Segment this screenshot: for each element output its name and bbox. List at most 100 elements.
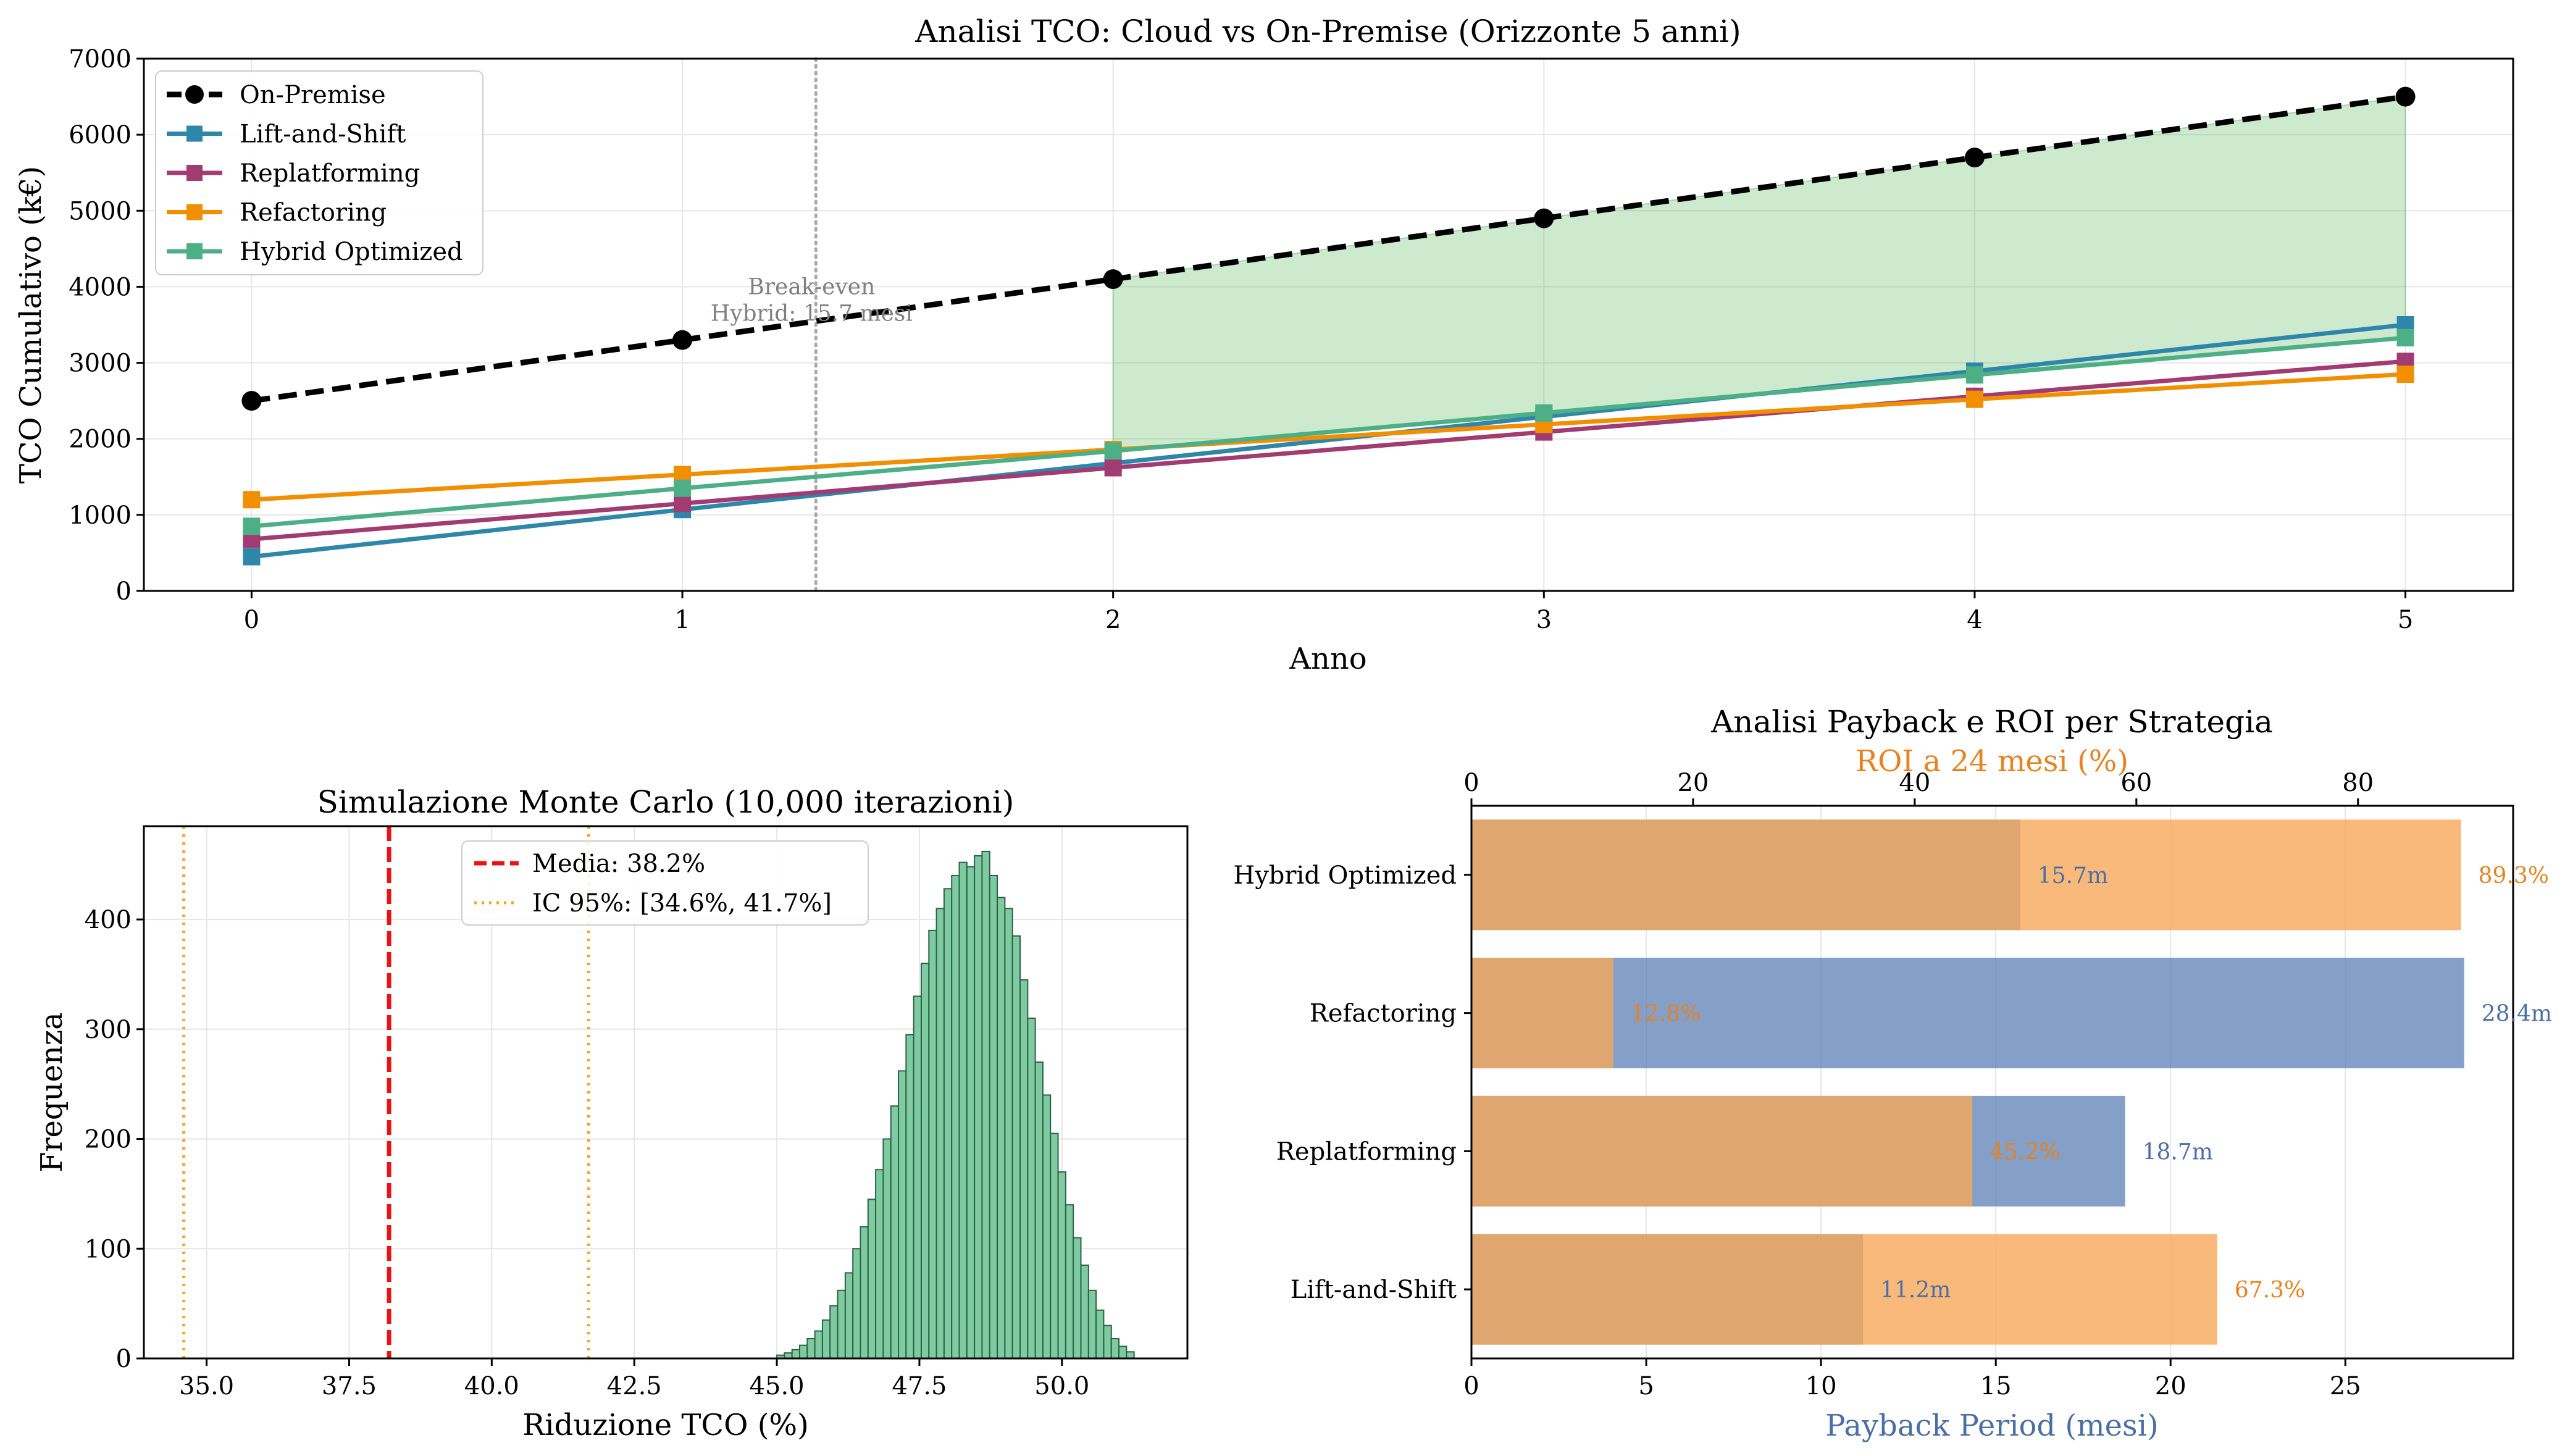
histogram-bar — [943, 888, 953, 1360]
series-line — [251, 322, 2406, 559]
roi-value-label: 45.2% — [1990, 1139, 2060, 1165]
histogram-bar — [935, 908, 945, 1359]
histogram-bar — [1004, 908, 1013, 1359]
data-point — [243, 491, 261, 509]
x-tick-label: 4 — [1967, 606, 1982, 634]
x-tick-label: 3 — [1536, 606, 1552, 634]
x-tick-label: 15 — [1980, 1372, 2012, 1400]
y-tick-label: 3000 — [69, 349, 132, 378]
legend-swatch-marker — [186, 243, 203, 259]
data-point — [1103, 269, 1123, 290]
roi-top-axis-label: ROI a 24 mesi (%) — [1856, 744, 2128, 779]
histogram-legend-box — [461, 840, 869, 926]
histogram-bar — [867, 1199, 877, 1360]
tco-x-axis-label: Anno — [1289, 642, 1366, 676]
tco-series — [241, 86, 2416, 566]
top-tick-label: 0 — [1463, 769, 1479, 797]
histogram-bar — [966, 866, 976, 1360]
break-even-annotation-line1: Break-even — [748, 274, 875, 299]
roi-value-label: 89.3% — [2479, 863, 2549, 889]
histogram-bar — [1110, 1338, 1120, 1360]
x-tick-label: 0 — [1463, 1372, 1479, 1400]
histogram-legend: Media: 38.2% IC 95%: [34.6%, 41.7%] — [461, 840, 869, 926]
y-tick-label: 2000 — [69, 425, 132, 454]
legend-label: Refactoring — [240, 199, 387, 227]
histogram-bar — [1057, 1171, 1066, 1360]
tco-plot-frame — [143, 57, 2514, 592]
tco-chart-title: Analisi TCO: Cloud vs On-Premise (Orizzo… — [914, 14, 1741, 49]
x-tick-label: 45.0 — [750, 1372, 805, 1400]
data-point — [2396, 328, 2414, 346]
roi-bar — [1471, 958, 1613, 1069]
data-point — [1535, 404, 1553, 422]
legend-swatch-marker — [185, 85, 204, 104]
histogram-bar — [890, 1105, 900, 1360]
histogram-bar — [806, 1338, 816, 1360]
data-point — [243, 517, 261, 535]
category-label: Lift-and-Shift — [1291, 1276, 1457, 1304]
y-tick-label: 0 — [116, 1345, 132, 1373]
x-tick-label: 2 — [1105, 606, 1121, 634]
histogram-bar — [1087, 1289, 1097, 1359]
histogram-bar — [875, 1169, 884, 1359]
histogram-bar — [1095, 1309, 1105, 1359]
tco-line-chart: 0 1 2 3 4 5 0 1000 2000 3000 4000 5000 6000 7000 Anal… — [14, 14, 2514, 676]
data-point — [1104, 442, 1122, 460]
tco-y-axis-label: TCO Cumulativo (k€) — [14, 166, 48, 483]
histogram-bar — [1118, 1345, 1128, 1359]
data-point — [674, 495, 692, 513]
histogram-bar — [997, 897, 1006, 1359]
histogram-bar — [958, 861, 968, 1359]
monte-carlo-histogram: 35.0 37.5 40.0 42.5 45.0 47.5 50.0 0 100 200 300 40… — [35, 784, 1189, 1442]
histogram-bar — [860, 1226, 869, 1360]
series-line — [251, 94, 2406, 404]
x-tick-label: 5 — [2398, 606, 2413, 634]
data-point — [2395, 86, 2416, 107]
x-tick-label: 5 — [1638, 1372, 1654, 1400]
payback-x-axis-label: Payback Period (mesi) — [1825, 1408, 2159, 1443]
histogram-bar — [1034, 1061, 1044, 1359]
category-label: Hybrid Optimized — [1233, 861, 1457, 890]
data-point — [243, 548, 261, 566]
payback-value-label: 18.7m — [2143, 1139, 2213, 1165]
histogram-bar — [913, 995, 922, 1359]
tco-legend-box — [155, 70, 483, 275]
category-label: Replatforming — [1276, 1137, 1457, 1166]
histogram-bar — [989, 874, 998, 1359]
payback-roi-bars — [1471, 819, 2464, 1345]
histogram-bar — [1103, 1324, 1112, 1360]
payback-bar — [1471, 958, 2464, 1069]
histogram-bar — [882, 1138, 892, 1360]
y-tick-label: 7000 — [69, 45, 132, 73]
mean-legend-label: Media: 38.2% — [532, 850, 705, 878]
histogram-title: Simulazione Monte Carlo (10,000 iterazio… — [317, 784, 1015, 820]
legend-label: Lift-and-Shift — [240, 120, 406, 149]
x-tick-label: 42.5 — [607, 1372, 662, 1400]
histogram-bar — [852, 1248, 861, 1360]
histogram-bar — [1050, 1132, 1059, 1360]
histogram-x-axis-label: Riduzione TCO (%) — [522, 1408, 809, 1442]
ci-legend-label: IC 95%: [34.6%, 41.7%] — [532, 889, 832, 918]
legend-swatch-marker — [186, 204, 203, 220]
y-tick-label: 400 — [85, 906, 132, 934]
payback-chart-title: Analisi Payback e ROI per Strategia — [1710, 704, 2273, 740]
histogram-bar — [837, 1289, 846, 1359]
histogram-bar — [1019, 979, 1029, 1359]
roi-bar — [1471, 1095, 1973, 1207]
break-even-annotation-line2: Hybrid: 15.7 mesi — [711, 301, 913, 326]
series-line — [251, 372, 2406, 502]
y-tick-label: 1000 — [69, 501, 132, 530]
histogram-y-axis-label: Frequenza — [35, 1012, 69, 1173]
x-tick-label: 50.0 — [1034, 1372, 1089, 1400]
x-tick-label: 25 — [2330, 1372, 2361, 1400]
roi-bar — [1471, 819, 2461, 931]
data-point — [2396, 366, 2414, 383]
series-hybrid-optimized — [243, 328, 2414, 535]
data-point — [674, 479, 692, 497]
x-tick-label: 37.5 — [322, 1372, 377, 1400]
data-point — [241, 391, 262, 411]
histogram-bars — [776, 850, 1135, 1360]
histogram-bar — [1042, 1094, 1052, 1360]
series-line — [251, 335, 2406, 529]
x-tick-label: 47.5 — [892, 1372, 947, 1400]
